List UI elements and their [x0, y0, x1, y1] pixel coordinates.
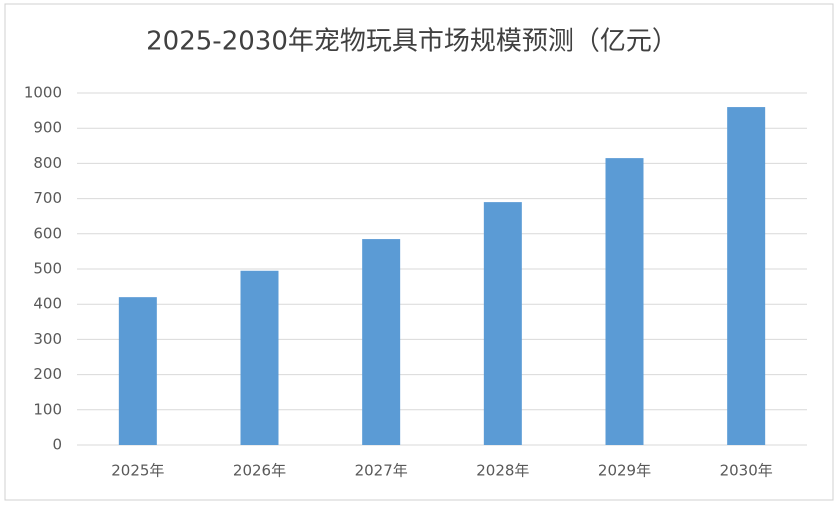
bar — [605, 158, 644, 445]
y-tick-label: 900 — [33, 119, 62, 137]
bar — [240, 270, 279, 445]
x-tick-label: 2026年 — [233, 462, 286, 480]
x-tick-label: 2025年 — [111, 462, 164, 480]
y-tick-label: 400 — [33, 295, 62, 313]
chart-title: 2025-2030年宠物玩具市场规模预测（亿元） — [146, 27, 678, 57]
y-tick-label: 500 — [33, 260, 62, 278]
y-tick-label: 600 — [33, 224, 62, 242]
y-tick-label: 300 — [33, 330, 62, 348]
bar — [727, 107, 766, 445]
y-tick-label: 0 — [52, 436, 62, 454]
x-tick-label: 2028年 — [476, 462, 529, 480]
x-tick-label: 2027年 — [355, 462, 408, 480]
y-tick-label: 800 — [33, 154, 62, 172]
y-tick-label: 100 — [33, 400, 62, 418]
y-tick-label: 700 — [33, 189, 62, 207]
x-tick-label: 2030年 — [720, 462, 773, 480]
bar — [362, 239, 401, 445]
bar — [483, 202, 522, 445]
x-tick-label: 2029年 — [598, 462, 651, 480]
y-tick-label: 200 — [33, 365, 62, 383]
y-tick-label: 1000 — [24, 84, 62, 102]
bar — [118, 297, 157, 445]
